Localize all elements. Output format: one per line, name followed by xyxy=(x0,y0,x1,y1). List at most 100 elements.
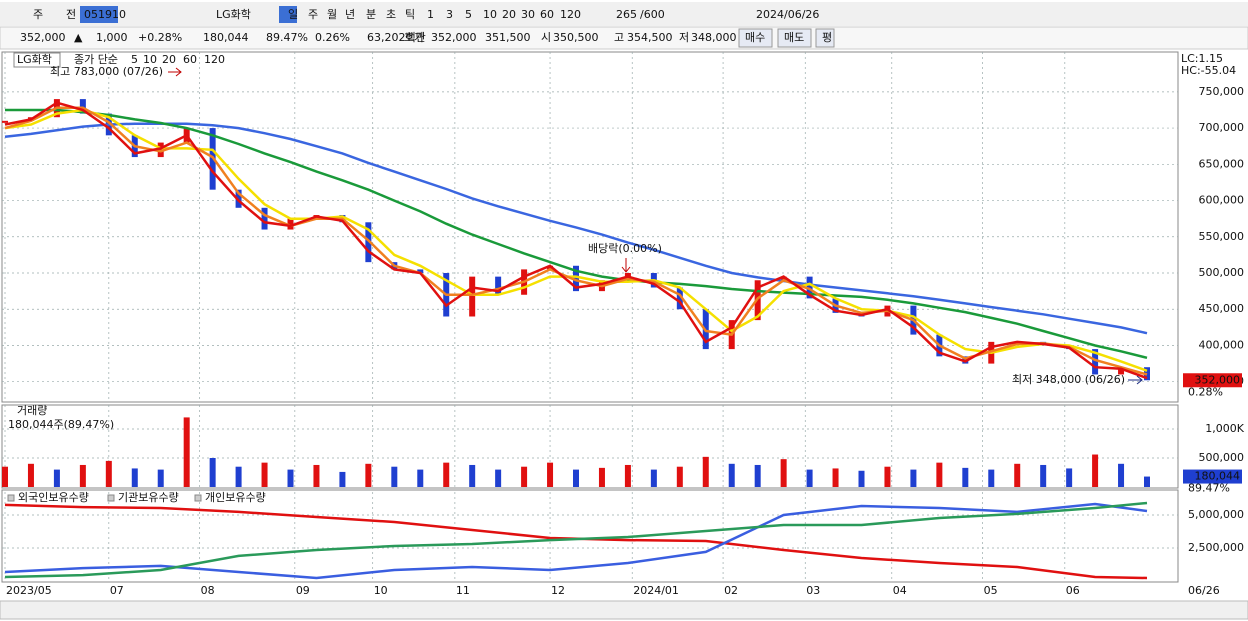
volume-bar xyxy=(962,467,969,487)
info-item: 평 xyxy=(822,31,832,44)
x-tick-label: 2024/01 xyxy=(633,584,679,597)
info-item: 저 xyxy=(679,31,689,44)
volume-bar xyxy=(105,460,112,487)
volume-bar xyxy=(27,463,34,487)
info-item: 89.47% xyxy=(266,31,308,44)
volume-bar xyxy=(53,469,60,487)
code-field[interactable] xyxy=(80,6,118,23)
buy-button[interactable] xyxy=(738,28,773,48)
candle xyxy=(365,222,372,263)
volume-bar xyxy=(884,466,891,487)
volume-bar xyxy=(1040,464,1047,487)
candle xyxy=(2,120,8,123)
toolbar-item: 5 xyxy=(465,8,472,21)
y-tick-label: 450,000 xyxy=(1199,302,1245,315)
ma-line xyxy=(4,122,1148,335)
last-volume-label: 180,044 xyxy=(1195,470,1241,483)
x-tick-label: 07 xyxy=(110,584,124,597)
toolbar-item: 일 xyxy=(288,7,298,21)
chart-layer: 주 전 051910 LG화학 일 주 월 년 분 초 틱 1 3 5 10 20 30 60 120 265/600… xyxy=(2,7,1245,597)
infobar-bg xyxy=(0,26,1248,50)
info-item: 348,000 xyxy=(691,31,737,44)
volume-bar xyxy=(235,466,242,487)
volume-bar xyxy=(521,466,528,487)
info-item: 고 xyxy=(614,31,624,44)
avg-button[interactable] xyxy=(815,28,835,48)
info-item: 0.26% xyxy=(315,31,350,44)
annotation-high: 최고 783,000 (07/26) xyxy=(50,65,163,78)
holding-line xyxy=(4,501,1148,579)
panel-subtitle: 180,044주(89.47%) xyxy=(8,418,114,431)
volume-panel xyxy=(1,404,1179,489)
volume-bar xyxy=(754,464,761,487)
sell-button[interactable] xyxy=(777,28,812,48)
volume-bar xyxy=(1066,468,1073,487)
volume-bar xyxy=(780,459,787,487)
x-tick-label: 2023/05 xyxy=(6,584,52,597)
x-tick-label: 12 xyxy=(551,584,565,597)
info-item: 352,000 xyxy=(431,31,477,44)
volume-bar xyxy=(598,467,605,487)
volume-bar xyxy=(495,469,502,487)
volume-bar xyxy=(936,462,943,487)
candle xyxy=(469,276,476,317)
volume-bar xyxy=(858,470,865,487)
toolbar-item: 120 xyxy=(560,8,581,21)
legend-swatch xyxy=(107,494,115,502)
x-tick-label: 08 xyxy=(201,584,215,597)
toolbar-item: 265 xyxy=(616,8,637,21)
candle xyxy=(287,218,294,230)
volume-bar xyxy=(157,469,164,487)
legend-title: LG화학 xyxy=(17,53,52,66)
volume-bar xyxy=(365,463,372,487)
volume-bar xyxy=(313,464,320,487)
candle xyxy=(573,265,579,292)
candle xyxy=(676,287,683,310)
legend-entry: 20 xyxy=(162,53,176,66)
info-item: +0.28% xyxy=(138,31,182,44)
x-tick-label: 11 xyxy=(456,584,470,597)
period-day-button[interactable] xyxy=(279,6,297,23)
volume-bar xyxy=(131,468,138,487)
hc-label: HC:-55.04 xyxy=(1181,64,1236,77)
annotation-dividend: 배당락(0.00%) xyxy=(588,242,662,255)
legend-entry: 10 xyxy=(143,53,157,66)
volume-bar xyxy=(650,469,657,487)
last-price-label: 352,000 xyxy=(1195,373,1241,386)
volume-bar xyxy=(443,462,450,487)
toolbar-item: 월 xyxy=(327,8,337,21)
volume-bar xyxy=(624,464,631,487)
legend-entry: 외국인보유수량 xyxy=(18,491,89,504)
x-tick-label: 04 xyxy=(893,584,907,597)
info-item: 180,044 xyxy=(203,31,249,44)
scrollbar[interactable] xyxy=(0,600,1248,620)
panel-title: 거래량 xyxy=(17,404,47,417)
toolbar-item: 전 xyxy=(66,8,76,21)
volume-bar xyxy=(79,464,86,487)
volume-bar xyxy=(287,469,294,487)
info-item: 63,202백만 xyxy=(367,31,426,44)
info-item: 1,000 xyxy=(96,31,128,44)
volume-bar xyxy=(391,466,398,487)
candle xyxy=(1092,349,1099,375)
holdings-panel xyxy=(1,489,1179,583)
x-tick-label: 09 xyxy=(296,584,310,597)
candle xyxy=(495,276,502,295)
toolbar-item: 년 xyxy=(345,8,355,21)
toolbar-item: 30 xyxy=(521,8,535,21)
toolbar-item: 분 xyxy=(366,8,376,21)
candle xyxy=(79,99,86,114)
arrow xyxy=(168,67,182,77)
y-tick-label: 750,000 xyxy=(1199,85,1245,98)
y-tick-label: 1,000K xyxy=(1205,422,1244,435)
y-tick-label: 650,000 xyxy=(1199,157,1245,170)
annotation-low: 최저 348,000 (06/26) xyxy=(1012,373,1125,386)
info-item: 호가 xyxy=(404,31,424,44)
info-item: 354,500 xyxy=(627,31,673,44)
candle xyxy=(1118,367,1125,375)
toolbar-item: LG화학 xyxy=(216,8,251,21)
y-tick-label: 500,000 xyxy=(1199,266,1245,279)
volume-bar xyxy=(832,468,839,487)
